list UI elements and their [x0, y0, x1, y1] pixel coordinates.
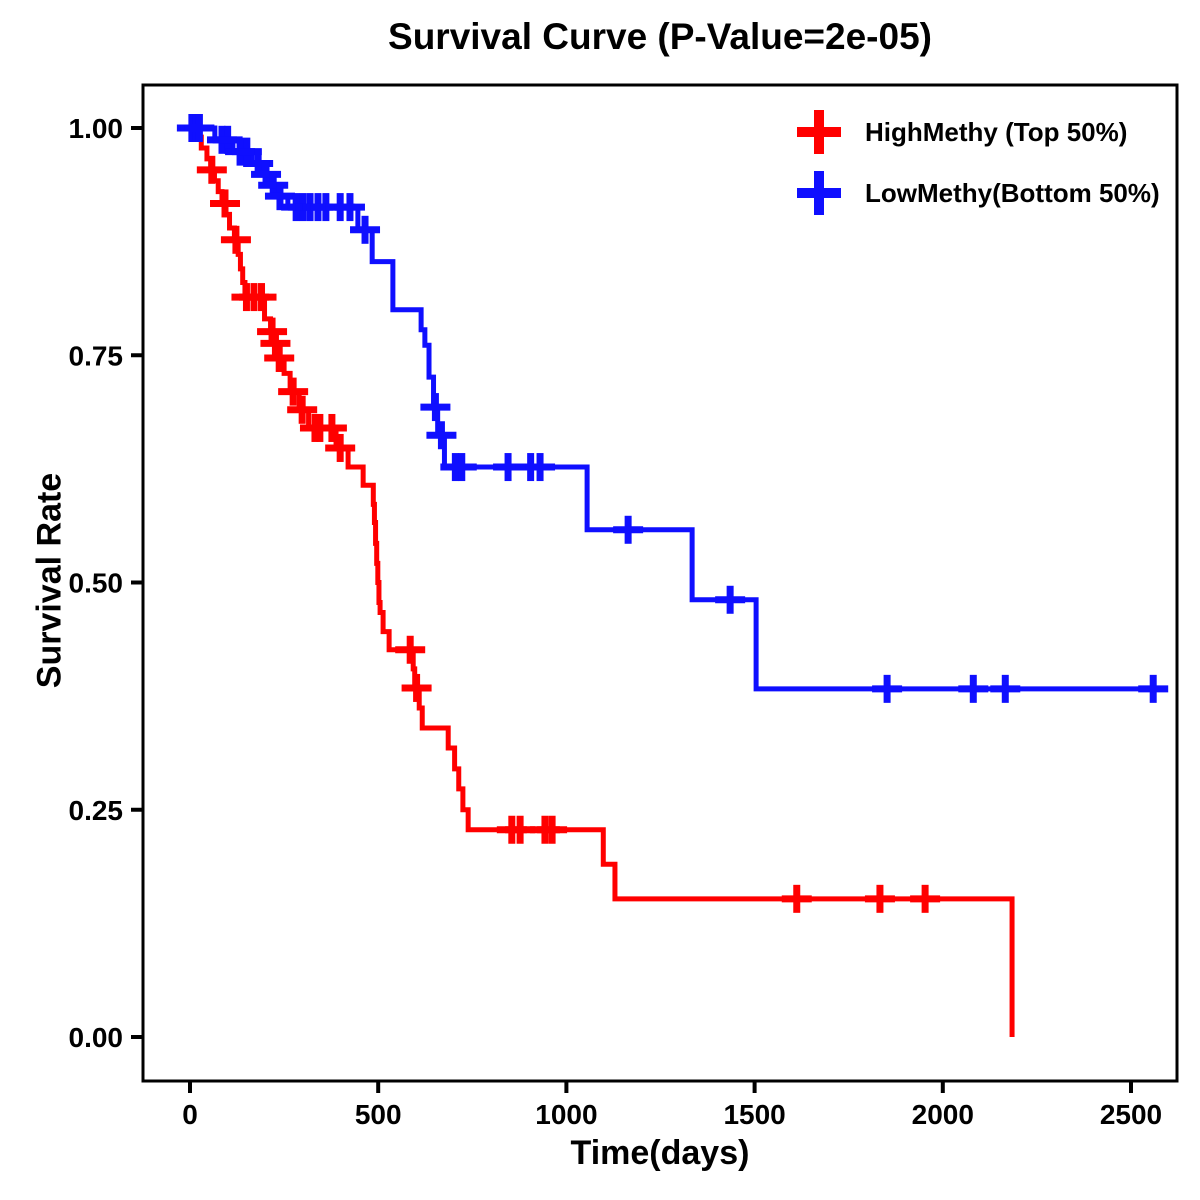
y-tick-label: 0.00 [69, 1022, 124, 1053]
y-tick-label: 0.50 [69, 568, 124, 599]
y-tick-label: 1.00 [69, 113, 124, 144]
x-tick-label: 0 [182, 1099, 198, 1130]
chart-title: Survival Curve (P-Value=2e-05) [388, 16, 932, 57]
x-tick-label: 1500 [723, 1099, 785, 1130]
censor-plus-icon [795, 171, 843, 215]
x-tick-label: 2500 [1100, 1099, 1162, 1130]
x-tick-label: 500 [355, 1099, 402, 1130]
y-tick-label: 0.75 [69, 340, 124, 371]
x-tick-label: 2000 [912, 1099, 974, 1130]
censor-marks-lowmethy [176, 114, 1169, 703]
censor-marks-highmethy [196, 155, 941, 913]
x-tick-label: 1000 [535, 1099, 597, 1130]
plot-border [141, 83, 1179, 1083]
legend-item-lowmethy: LowMethy(Bottom 50%) [795, 171, 1160, 215]
legend-label: LowMethy(Bottom 50%) [865, 177, 1160, 208]
legend-label: HighMethy (Top 50%) [865, 116, 1128, 147]
censor-plus-icon [795, 110, 843, 154]
y-tick-label: 0.25 [69, 795, 124, 826]
x-axis-label: Time(days) [570, 1134, 750, 1172]
legend-item-highmethy: HighMethy (Top 50%) [795, 110, 1160, 154]
y-axis-label: Survival Rate [30, 472, 69, 689]
legend: HighMethy (Top 50%) LowMethy(Bottom 50%) [795, 110, 1160, 232]
